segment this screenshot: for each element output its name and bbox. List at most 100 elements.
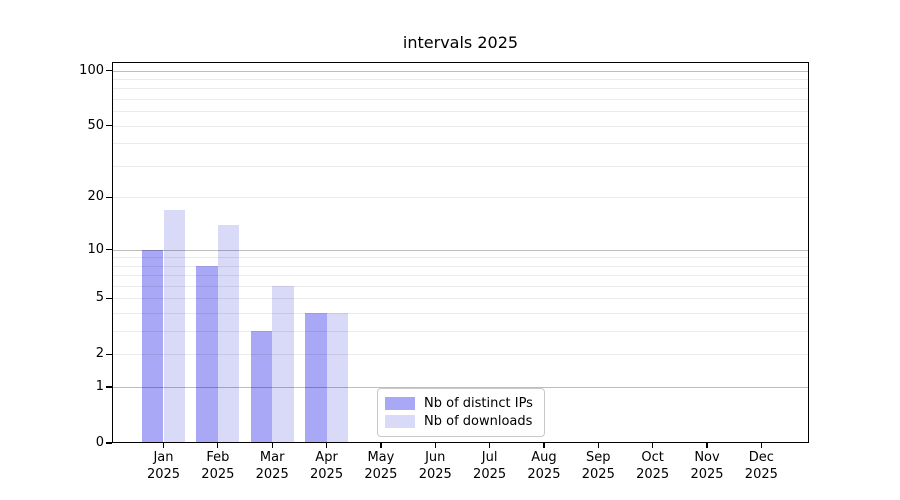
x-tick-label: Apr 2025: [299, 450, 355, 483]
x-tick-label: Sep 2025: [570, 450, 626, 483]
major-gridline: [112, 249, 809, 251]
chart-title: intervals 2025: [402, 33, 519, 52]
minor-gridline: [112, 88, 809, 90]
bar-nb-of-distinct-ips-jan: [141, 249, 164, 443]
x-tick-month: Oct: [641, 450, 664, 465]
x-tick-mark: [217, 443, 219, 448]
x-tick-label: May 2025: [353, 450, 409, 483]
x-tick-month: May: [367, 450, 395, 465]
x-tick-year: 2025: [527, 466, 561, 482]
y-tick-mark: [106, 69, 112, 72]
y-tick-label: 50: [87, 117, 104, 133]
x-tick-label: Aug 2025: [516, 450, 572, 483]
y-tick-label: 2: [95, 346, 104, 362]
x-tick-mark: [652, 443, 654, 448]
minor-gridline: [112, 79, 809, 80]
x-tick-year: 2025: [636, 466, 670, 482]
x-tick-mark: [325, 443, 328, 448]
x-tick-year: 2025: [255, 466, 289, 482]
x-tick-month: Apr: [315, 450, 338, 465]
legend-swatch: [385, 415, 415, 429]
y-tick-label: 5: [95, 290, 104, 306]
y-tick-mark: [106, 248, 112, 251]
minor-gridline: [112, 354, 809, 356]
x-tick-year: 2025: [310, 466, 344, 482]
minor-gridline: [112, 313, 809, 315]
minor-gridline: [112, 257, 809, 259]
x-tick-mark: [706, 443, 708, 448]
y-tick-label: 0: [95, 435, 104, 450]
minor-gridline: [112, 331, 809, 333]
x-tick-month: Jul: [481, 450, 498, 465]
y-tick-label: 100: [79, 62, 104, 78]
x-tick-month: Sep: [586, 450, 611, 465]
x-tick-label: Jun 2025: [407, 450, 463, 483]
bar-nb-of-downloads-apr: [326, 313, 349, 443]
major-gridline: [112, 387, 809, 389]
legend-label: Nb of downloads: [424, 414, 533, 430]
x-tick-month: Jun: [425, 450, 446, 465]
x-tick-month: Jan: [153, 450, 174, 465]
x-tick-label: Jan 2025: [136, 450, 192, 483]
legend: Nb of distinct IPs Nb of downloads: [377, 388, 545, 437]
legend-item: Nb of downloads: [385, 414, 536, 429]
x-tick-month: Dec: [748, 450, 774, 465]
y-tick-mark: [106, 353, 112, 355]
x-tick-label: Jul 2025: [462, 450, 518, 483]
minor-gridline: [112, 265, 809, 267]
x-tick-month: Feb: [206, 450, 230, 465]
x-tick-label: Nov 2025: [679, 450, 735, 483]
x-tick-mark: [380, 443, 382, 448]
bar-nb-of-downloads-mar: [272, 285, 294, 443]
minor-gridline: [112, 286, 809, 287]
major-gridline: [112, 70, 809, 72]
y-tick-mark: [106, 386, 112, 388]
x-tick-month: Mar: [259, 450, 285, 465]
bar-nb-of-distinct-ips-apr: [304, 313, 327, 443]
x-tick-label: Mar 2025: [244, 450, 300, 483]
x-tick-label: Oct 2025: [625, 450, 681, 483]
minor-gridline: [112, 99, 809, 101]
x-tick-mark: [162, 443, 165, 448]
minor-gridline: [112, 165, 809, 167]
y-tick-mark: [106, 442, 112, 444]
x-tick-mark: [488, 443, 491, 448]
minor-gridline: [112, 275, 809, 277]
bar-nb-of-downloads-jan: [163, 209, 186, 443]
x-tick-year: 2025: [146, 466, 181, 482]
minor-gridline: [112, 111, 809, 113]
y-tick-label: 10: [87, 241, 104, 257]
legend-swatch: [385, 396, 415, 410]
x-tick-year: 2025: [473, 466, 507, 482]
minor-gridline: [112, 143, 809, 145]
x-tick-month: Aug: [531, 450, 557, 465]
y-tick-label: 1: [95, 379, 104, 395]
x-tick-month: Nov: [694, 450, 720, 465]
y-tick-mark: [106, 125, 112, 127]
minor-gridline: [112, 197, 809, 199]
x-tick-mark: [271, 443, 273, 448]
x-tick-mark: [760, 443, 762, 448]
x-tick-year: 2025: [744, 466, 778, 482]
x-tick-year: 2025: [418, 466, 452, 482]
y-tick-mark: [106, 196, 112, 198]
x-tick-label: Dec 2025: [733, 450, 789, 483]
minor-gridline: [112, 125, 809, 127]
minor-gridline: [112, 298, 809, 300]
legend-label: Nb of distinct IPs: [424, 395, 533, 411]
bar-nb-of-distinct-ips-feb: [196, 265, 218, 443]
x-tick-mark: [434, 443, 436, 448]
y-tick-mark: [106, 297, 112, 300]
x-tick-label: Feb 2025: [190, 450, 246, 483]
x-tick-year: 2025: [581, 466, 615, 482]
x-tick-year: 2025: [201, 466, 235, 482]
x-tick-mark: [543, 443, 545, 448]
bar-nb-of-downloads-feb: [217, 224, 240, 443]
x-tick-year: 2025: [690, 466, 724, 482]
y-tick-label: 20: [87, 189, 104, 205]
bar-nb-of-distinct-ips-mar: [250, 331, 273, 443]
x-tick-mark: [597, 443, 599, 448]
x-tick-year: 2025: [364, 466, 398, 482]
legend-item: Nb of distinct IPs: [385, 396, 536, 411]
